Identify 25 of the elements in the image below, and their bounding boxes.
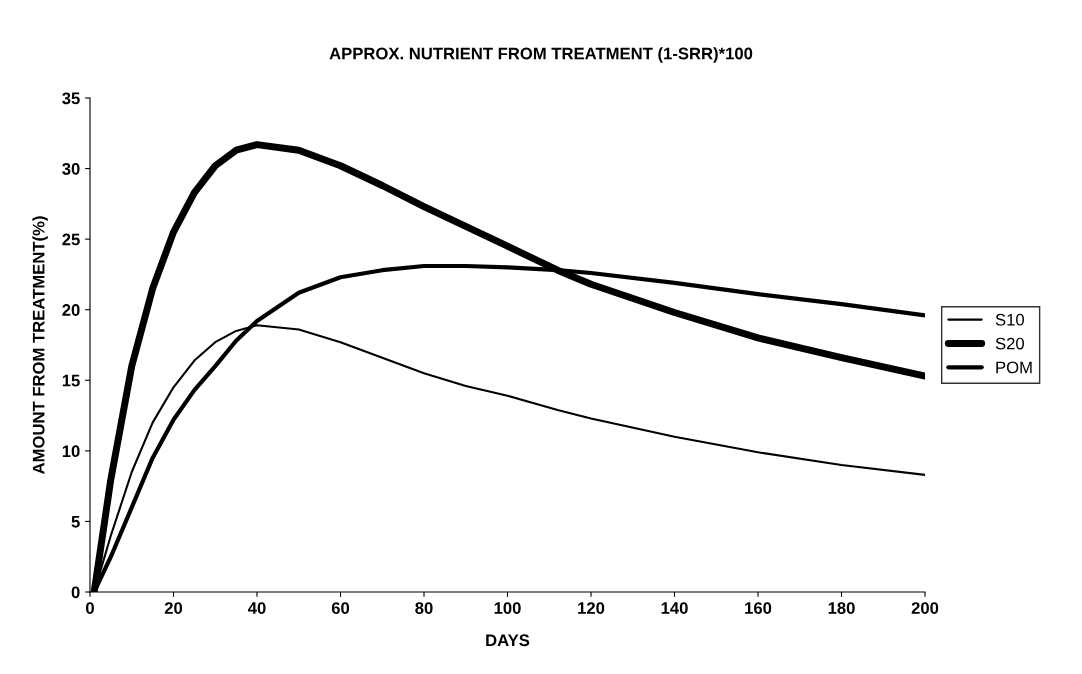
y-tick-label: 25 [62,233,80,246]
y-tick-label: 35 [62,92,80,105]
y-tick-label: 20 [62,304,80,316]
legend-label: S10 [995,313,1025,326]
y-tick-label: 0 [71,586,80,599]
y-tick-label: 10 [62,445,80,458]
x-tick-label: 100 [494,602,521,614]
y-axis-title: AMOUNT FROM TREATMENT(%) [32,216,48,475]
x-tick-label: 120 [578,602,605,614]
chart-title: APPROX. NUTRIENT FROM TREATMENT (1-SRR)*100 [329,47,753,63]
legend-label: S20 [995,337,1025,350]
x-tick-label: 160 [745,602,772,614]
y-tick-label: 30 [62,162,80,175]
y-tick-label: 5 [71,516,80,528]
legend-label: POM [996,361,1032,374]
x-tick-label: 60 [331,602,350,614]
x-tick-label: 140 [661,602,688,614]
x-tick-label: 40 [247,602,266,614]
x-tick-label: 20 [164,602,183,614]
x-axis-title: DAYS [486,634,530,647]
y-tick-label: 15 [62,374,80,387]
x-tick-label: 200 [911,602,939,614]
x-tick-label: 0 [86,602,94,614]
x-tick-label: 180 [828,602,855,614]
x-tick-label: 80 [415,602,433,614]
